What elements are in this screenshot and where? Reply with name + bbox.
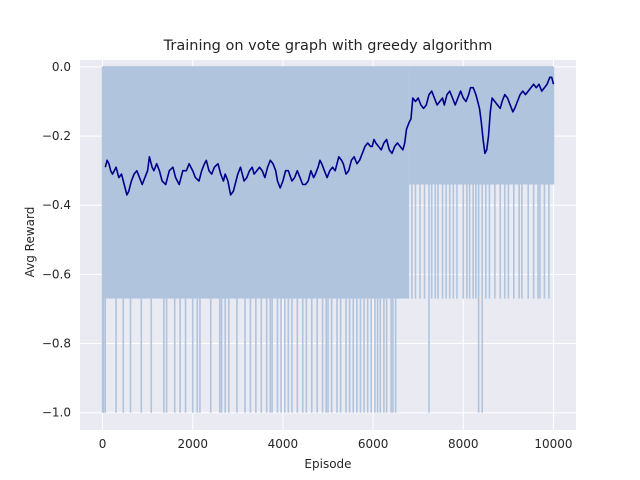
y-axis-label: Avg Reward [23,207,37,278]
x-axis-label: Episode [304,457,351,471]
chart-title: Training on vote graph with greedy algor… [163,38,493,54]
x-tick-label: 8000 [448,437,479,451]
y-tick-label: −0.4 [42,198,71,212]
x-tick-labels: 0 2000 4000 6000 8000 10000 [99,437,573,451]
running-average-line [104,76,555,196]
y-tick-label: −1.0 [42,406,71,420]
x-tick-label: 2000 [177,437,208,451]
y-tick-label: −0.2 [42,129,71,143]
x-tick-label: 6000 [358,437,389,451]
y-tick-label: −0.8 [42,337,71,351]
raw-reward-range [102,66,410,299]
y-tick-label: −0.6 [42,267,71,281]
x-tick-label: 0 [99,437,107,451]
y-tick-labels: −1.0 −0.8 −0.6 −0.4 −0.2 0.0 [42,60,71,420]
running-average-path [104,76,555,196]
x-tick-label: 10000 [534,437,572,451]
raw-reward-band [101,66,555,413]
x-tick-label: 4000 [268,437,299,451]
y-tick-label: 0.0 [52,60,71,74]
